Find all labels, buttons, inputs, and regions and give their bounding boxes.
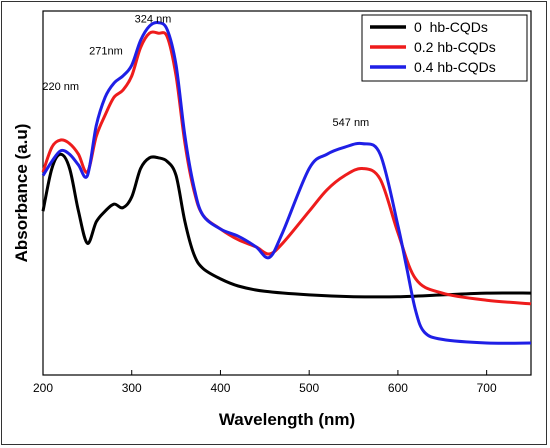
series-layer [41, 20, 532, 345]
y-axis-title: Absorbance (a.u) [12, 124, 31, 263]
x-tick-label: 300 [122, 381, 142, 395]
peak-annotations: 220 nm 271nm 324 nm 547 nm [42, 14, 369, 129]
x-tick-label: 600 [388, 381, 408, 395]
x-tick-label: 500 [299, 381, 319, 395]
legend: 0 hb-CQDs 0.2 hb-CQDs 0.4 hb-CQDs [361, 14, 528, 82]
x-axis-ticks: 200 300 400 500 600 700 [33, 370, 497, 395]
x-tick-label: 700 [477, 381, 497, 395]
peak-label: 220 nm [42, 81, 79, 93]
series-line-2 [41, 20, 532, 345]
legend-label: 0 hb-CQDs [414, 19, 488, 35]
plot-border [42, 10, 532, 376]
plot-area [42, 10, 532, 376]
x-tick-label: 400 [210, 381, 230, 395]
x-axis-title: Wavelength (nm) [219, 410, 355, 429]
peak-label: 271nm [89, 46, 123, 58]
x-tick-label: 200 [33, 381, 53, 395]
legend-label: 0.4 hb-CQDs [414, 59, 496, 75]
legend-label: 0.2 hb-CQDs [414, 39, 496, 55]
series-line-0 [41, 152, 532, 299]
peak-label: 547 nm [333, 117, 370, 129]
peak-label: 324 nm [135, 14, 172, 26]
